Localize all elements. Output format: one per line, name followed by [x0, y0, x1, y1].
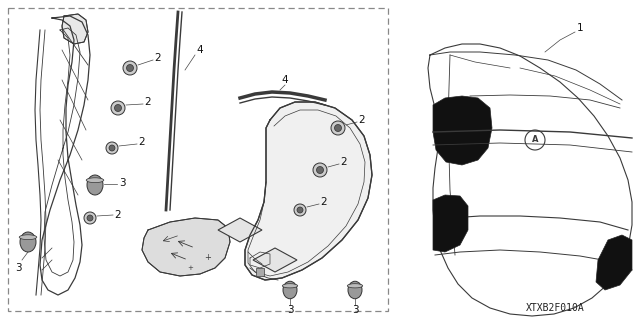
Polygon shape	[433, 96, 492, 165]
Polygon shape	[596, 235, 632, 290]
Text: 2: 2	[321, 197, 327, 207]
Circle shape	[297, 207, 303, 213]
Text: 4: 4	[282, 75, 288, 85]
Circle shape	[84, 212, 96, 224]
Ellipse shape	[86, 178, 104, 182]
Text: 2: 2	[145, 97, 151, 107]
Text: 4: 4	[196, 45, 204, 55]
Polygon shape	[245, 102, 372, 280]
Circle shape	[313, 163, 327, 177]
Polygon shape	[253, 248, 297, 272]
Text: 2: 2	[340, 157, 348, 167]
Text: 3: 3	[352, 305, 358, 315]
Bar	[256, 268, 264, 276]
Text: 3: 3	[287, 305, 293, 315]
Circle shape	[109, 145, 115, 151]
Ellipse shape	[283, 281, 297, 299]
Polygon shape	[218, 218, 262, 242]
Circle shape	[87, 215, 93, 221]
Text: 3: 3	[118, 178, 125, 188]
Circle shape	[106, 142, 118, 154]
Ellipse shape	[87, 175, 103, 195]
Text: 1: 1	[577, 23, 583, 33]
Text: +: +	[205, 254, 211, 263]
Polygon shape	[62, 14, 88, 44]
Ellipse shape	[20, 232, 36, 252]
Circle shape	[127, 64, 134, 71]
Polygon shape	[142, 218, 230, 276]
Polygon shape	[433, 195, 468, 252]
Circle shape	[123, 61, 137, 75]
Ellipse shape	[348, 281, 362, 299]
Ellipse shape	[282, 284, 298, 288]
Circle shape	[317, 167, 323, 174]
Text: A: A	[532, 136, 538, 145]
Circle shape	[335, 124, 342, 131]
Text: 2: 2	[139, 137, 145, 147]
Circle shape	[115, 105, 122, 112]
Circle shape	[111, 101, 125, 115]
Circle shape	[294, 204, 306, 216]
Text: 3: 3	[15, 263, 21, 273]
Ellipse shape	[348, 284, 363, 288]
Circle shape	[331, 121, 345, 135]
Text: XTXB2F010A: XTXB2F010A	[525, 303, 584, 313]
Ellipse shape	[19, 235, 36, 240]
Text: 2: 2	[155, 53, 161, 63]
Text: +: +	[187, 265, 193, 271]
Text: 2: 2	[115, 210, 122, 220]
Text: 2: 2	[358, 115, 365, 125]
